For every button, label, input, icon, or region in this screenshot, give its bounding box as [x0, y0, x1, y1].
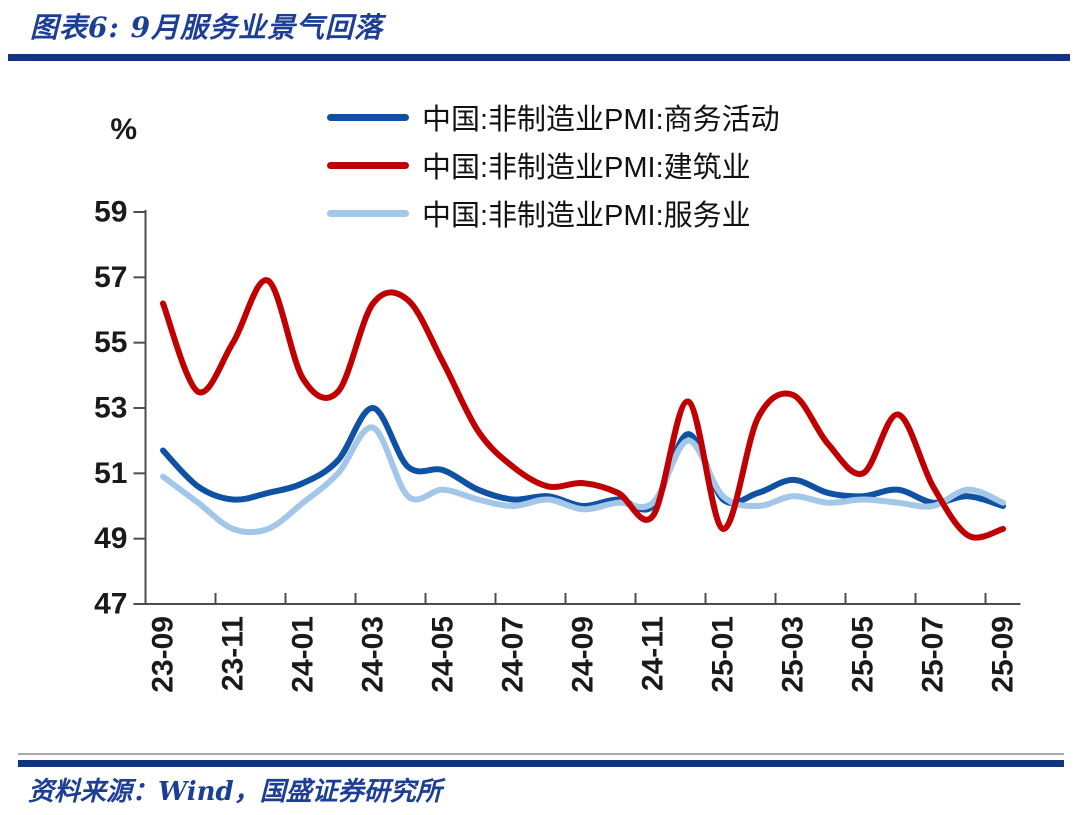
figure-title: 图表6: 9月服务业景气回落: [30, 11, 384, 44]
series-line-services: [160, 424, 1006, 536]
series-line-construction: [160, 277, 1006, 541]
legend-label-construction: 中国:非制造业PMI:建筑业: [422, 152, 751, 184]
footer-navy-rule: [18, 760, 1064, 767]
x-tick-label: 23-09: [147, 616, 180, 693]
x-tick-label: 25-09: [987, 616, 1020, 693]
y-tick-label: 53: [94, 392, 127, 425]
legend-label-services: 中国:非制造业PMI:服务业: [422, 200, 751, 232]
y-tick-label: 55: [94, 326, 127, 359]
x-tick-label: 24-09: [567, 616, 600, 693]
chart-legend: 中国:非制造业PMI:商务活动 中国:非制造业PMI:建筑业 中国:非制造业PM…: [327, 99, 780, 232]
y-tick-label: 47: [94, 588, 127, 621]
y-tick-label: 57: [94, 261, 127, 294]
x-tick-label: 24-11: [637, 616, 670, 691]
legend-item-services: 中国:非制造业PMI:服务业: [327, 195, 780, 232]
axes-layer: 47 49 51 53 55 57 59 23-09 23-11 24-01 24-03 24-05 2…: [94, 196, 1021, 693]
legend-line-swatch-business: [327, 113, 409, 121]
legend-line-swatch-services: [327, 209, 409, 217]
source-note: 资料来源：Wind，国盛证券研究所: [28, 777, 442, 807]
y-tick-label: 49: [94, 522, 127, 555]
x-tick-label: 23-11: [217, 616, 250, 691]
x-tick-label: 25-05: [847, 616, 880, 693]
series-line-business: [160, 405, 1006, 513]
x-tick-label: 24-03: [357, 616, 390, 693]
legend-item-construction: 中国:非制造业PMI:建筑业: [327, 147, 780, 184]
legend-label-business: 中国:非制造业PMI:商务活动: [422, 104, 780, 136]
y-axis-unit-label: %: [110, 113, 137, 146]
y-tick-label: 59: [94, 196, 127, 229]
x-tick-label: 24-05: [427, 616, 460, 693]
legend-line-swatch-construction: [327, 161, 409, 169]
x-tick-label: 25-03: [777, 616, 810, 693]
y-tick-label: 51: [94, 457, 127, 490]
footer-thin-divider: [18, 753, 1064, 755]
x-tick-label: 24-01: [287, 616, 320, 693]
axis-frame: [144, 210, 1021, 605]
x-tick-label: 25-01: [707, 616, 740, 693]
x-tick-label: 25-07: [917, 616, 950, 693]
title-divider-rule: [8, 54, 1070, 61]
series-lines-layer: [160, 277, 1006, 541]
legend-item-business: 中国:非制造业PMI:商务活动: [327, 99, 780, 136]
x-tick-label: 24-07: [497, 616, 530, 693]
